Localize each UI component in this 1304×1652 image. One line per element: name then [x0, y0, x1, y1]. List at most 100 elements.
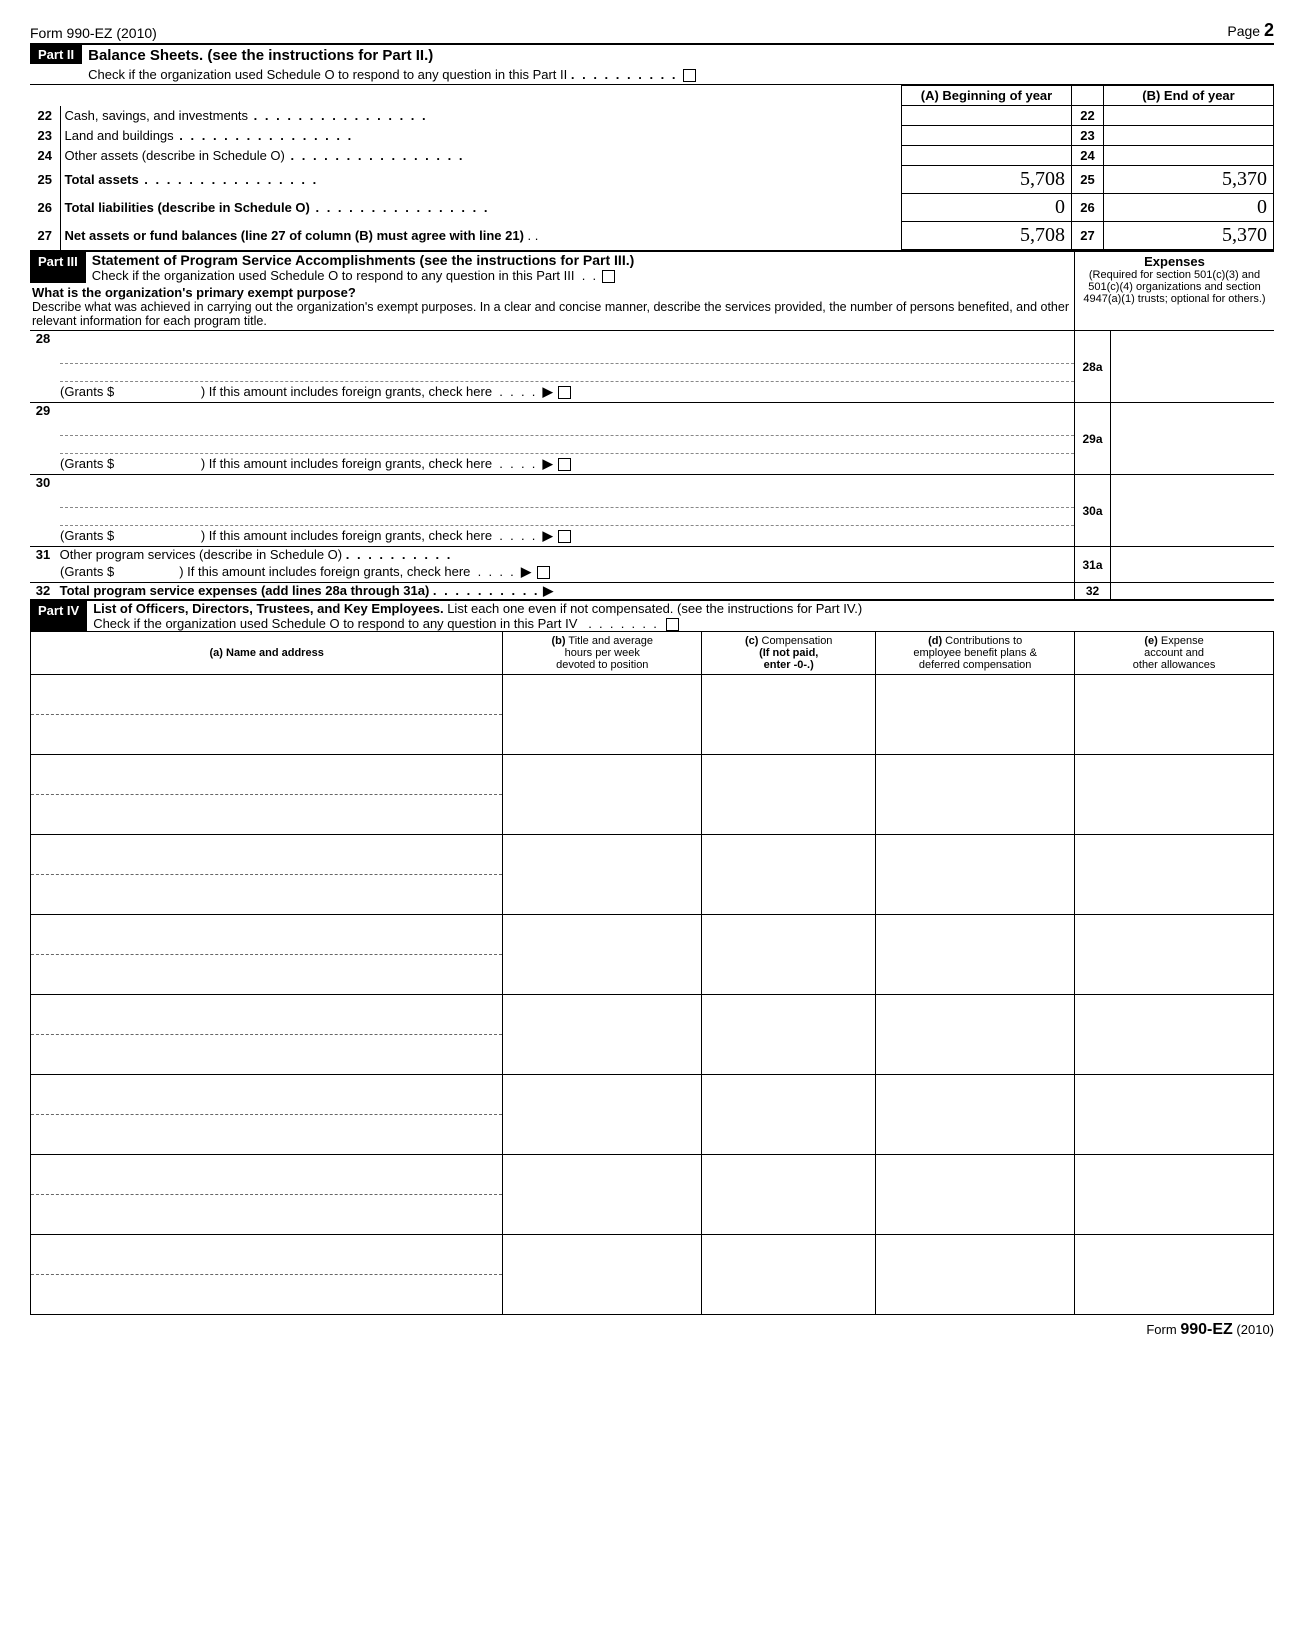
- line-26-desc: Total liabilities (describe in Schedule …: [65, 200, 310, 215]
- line-31-grants: (Grants $ ) If this amount includes fore…: [30, 562, 1074, 582]
- part4-checkbox[interactable]: [666, 618, 679, 631]
- officer-title-cell[interactable]: [503, 675, 702, 755]
- line-29-foreign-checkbox[interactable]: [558, 458, 571, 471]
- officer-contrib-cell[interactable]: [876, 675, 1075, 755]
- line-30-foreign-checkbox[interactable]: [558, 530, 571, 543]
- officers-table: (a) Name and address (b) Title and avera…: [30, 631, 1274, 1315]
- officer-expense-cell[interactable]: [1075, 1075, 1274, 1155]
- officer-expense-cell[interactable]: [1075, 1155, 1274, 1235]
- officer-comp-cell[interactable]: [702, 675, 876, 755]
- part3-check-instruction: Check if the organization used Schedule …: [92, 268, 1074, 283]
- line-22-desc: Cash, savings, and investments: [65, 108, 249, 123]
- line-22-a: [902, 106, 1072, 126]
- line-28-foreign-checkbox[interactable]: [558, 386, 571, 399]
- officer-row: [31, 1075, 1274, 1115]
- officer-address-cell[interactable]: [31, 1195, 503, 1235]
- line-24-desc: Other assets (describe in Schedule O): [65, 148, 285, 163]
- officer-contrib-cell[interactable]: [876, 755, 1075, 835]
- officer-address-cell[interactable]: [31, 1275, 503, 1315]
- line-24-a: [902, 146, 1072, 166]
- line-31-foreign-checkbox[interactable]: [537, 566, 550, 579]
- officer-title-cell[interactable]: [503, 755, 702, 835]
- officer-comp-cell[interactable]: [702, 995, 876, 1075]
- officer-title-cell[interactable]: [503, 995, 702, 1075]
- officer-address-cell[interactable]: [31, 715, 503, 755]
- program-row-29: 29(Grants $ ) If this amount includes fo…: [30, 402, 1274, 474]
- officer-row: [31, 675, 1274, 715]
- officer-expense-cell[interactable]: [1075, 835, 1274, 915]
- officer-comp-cell[interactable]: [702, 835, 876, 915]
- officer-title-cell[interactable]: [503, 835, 702, 915]
- col-b-header: (B) End of year: [1104, 86, 1274, 106]
- line-32-box: 32: [1074, 583, 1110, 599]
- line-29-amount: [1110, 403, 1274, 474]
- program-row-30: 30(Grants $ ) If this amount includes fo…: [30, 474, 1274, 546]
- officer-name-cell[interactable]: [31, 675, 503, 715]
- officer-name-cell[interactable]: [31, 1075, 503, 1115]
- officers-col-c: (c) Compensation(If not paid,enter -0-.): [702, 632, 876, 675]
- part3-title: Statement of Program Service Accomplishm…: [92, 252, 1074, 268]
- line-28-grants: (Grants $ ) If this amount includes fore…: [30, 382, 1074, 402]
- officer-row: [31, 1235, 1274, 1275]
- line-25-b: 5,370: [1104, 166, 1274, 194]
- officers-col-b: (b) Title and averagehours per weekdevot…: [503, 632, 702, 675]
- form-footer: Form 990-EZ (2010): [30, 1315, 1274, 1339]
- officer-title-cell[interactable]: [503, 915, 702, 995]
- officer-row: [31, 995, 1274, 1035]
- officer-name-cell[interactable]: [31, 915, 503, 955]
- officer-comp-cell[interactable]: [702, 755, 876, 835]
- officer-address-cell[interactable]: [31, 1115, 503, 1155]
- officer-name-cell[interactable]: [31, 835, 503, 875]
- officer-title-cell[interactable]: [503, 1075, 702, 1155]
- officer-contrib-cell[interactable]: [876, 1235, 1075, 1315]
- officer-contrib-cell[interactable]: [876, 1075, 1075, 1155]
- col-a-header: (A) Beginning of year: [902, 86, 1072, 106]
- officer-expense-cell[interactable]: [1075, 675, 1274, 755]
- officer-comp-cell[interactable]: [702, 915, 876, 995]
- line-31-row: 31 Other program services (describe in S…: [30, 546, 1274, 582]
- officer-expense-cell[interactable]: [1075, 755, 1274, 835]
- officer-name-cell[interactable]: [31, 1155, 503, 1195]
- part4-label: Part IV: [30, 601, 87, 631]
- officer-comp-cell[interactable]: [702, 1155, 876, 1235]
- officer-comp-cell[interactable]: [702, 1075, 876, 1155]
- officer-contrib-cell[interactable]: [876, 995, 1075, 1075]
- line-27-desc: Net assets or fund balances (line 27 of …: [65, 228, 524, 243]
- part3-checkbox[interactable]: [602, 270, 615, 283]
- officer-address-cell[interactable]: [31, 955, 503, 995]
- line-22-b: [1104, 106, 1274, 126]
- officer-contrib-cell[interactable]: [876, 915, 1075, 995]
- officers-col-a: (a) Name and address: [31, 632, 503, 675]
- line-25-num: 25: [30, 166, 60, 194]
- officer-expense-cell[interactable]: [1075, 915, 1274, 995]
- line-30-grants: (Grants $ ) If this amount includes fore…: [30, 526, 1074, 546]
- form-id: Form 990-EZ (2010): [30, 25, 157, 43]
- line-24-b: [1104, 146, 1274, 166]
- officer-row: [31, 755, 1274, 795]
- line-29-grants: (Grants $ ) If this amount includes fore…: [30, 454, 1074, 474]
- line-32-amount: [1110, 583, 1274, 599]
- officer-name-cell[interactable]: [31, 995, 503, 1035]
- line-29-box: 29a: [1074, 403, 1110, 474]
- officer-comp-cell[interactable]: [702, 1235, 876, 1315]
- form-header: Form 990-EZ (2010) Page 2: [30, 20, 1274, 45]
- line-31-box: 31a: [1074, 547, 1110, 582]
- officer-expense-cell[interactable]: [1075, 1235, 1274, 1315]
- officer-address-cell[interactable]: [31, 795, 503, 835]
- officer-expense-cell[interactable]: [1075, 995, 1274, 1075]
- officer-name-cell[interactable]: [31, 755, 503, 795]
- officer-name-cell[interactable]: [31, 1235, 503, 1275]
- officer-title-cell[interactable]: [503, 1155, 702, 1235]
- part2-checkbox[interactable]: [683, 69, 696, 82]
- officer-address-cell[interactable]: [31, 875, 503, 915]
- officer-title-cell[interactable]: [503, 1235, 702, 1315]
- officer-address-cell[interactable]: [31, 1035, 503, 1075]
- balance-sheet-table: (A) Beginning of year (B) End of year 22…: [30, 85, 1274, 250]
- line-23-a: [902, 126, 1072, 146]
- officer-row: [31, 915, 1274, 955]
- officer-contrib-cell[interactable]: [876, 835, 1075, 915]
- part2-label: Part II: [30, 45, 82, 64]
- officer-contrib-cell[interactable]: [876, 1155, 1075, 1235]
- part3-primary-purpose: What is the organization's primary exemp…: [30, 283, 1074, 300]
- line-24-num: 24: [30, 146, 60, 166]
